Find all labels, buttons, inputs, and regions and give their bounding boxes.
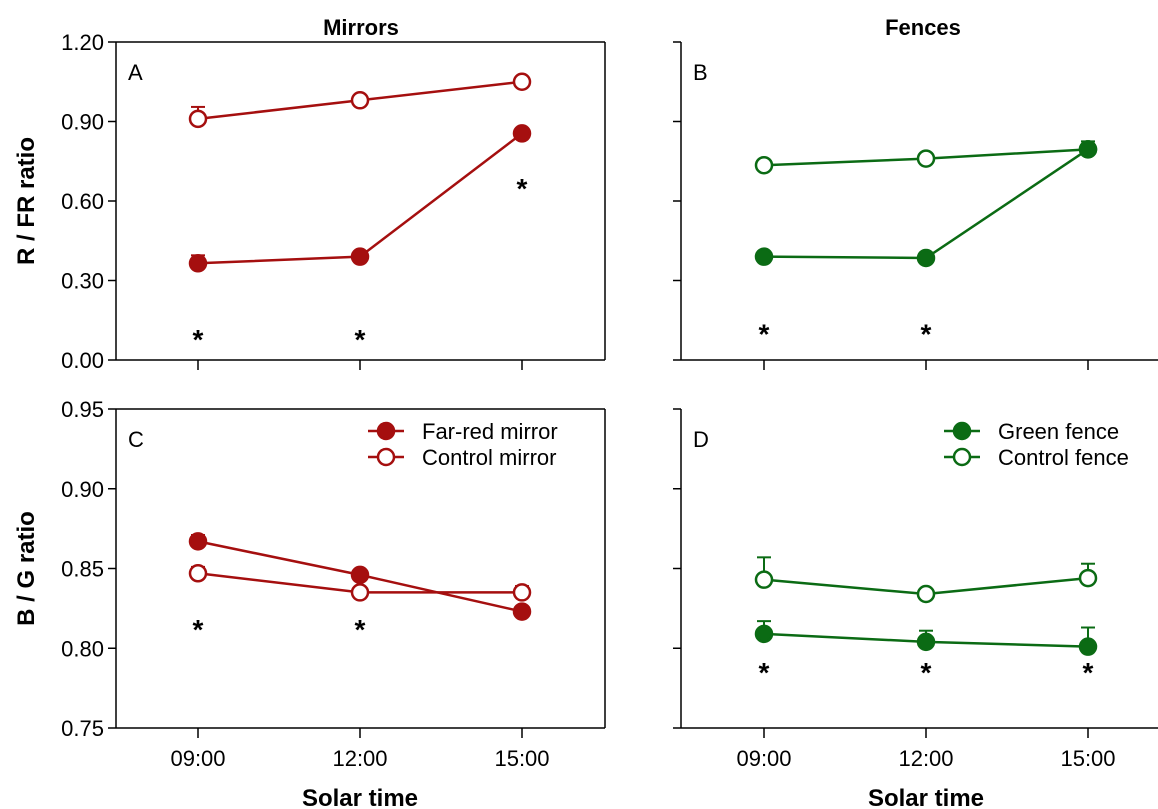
significance-asterisk: * (355, 324, 366, 355)
legend-label: Control fence (998, 445, 1129, 470)
data-point (916, 584, 936, 604)
y-tick-label: 0.85 (61, 557, 104, 582)
data-point (512, 583, 532, 602)
data-point (1078, 140, 1098, 159)
y-tick-label: 0.75 (61, 716, 104, 741)
data-point (916, 632, 936, 652)
data-point (188, 564, 208, 583)
x-axis-title: Solar time (302, 785, 418, 809)
legend-label: Control mirror (422, 445, 556, 470)
data-point (754, 155, 774, 175)
x-tick-label: 09:00 (170, 746, 225, 771)
significance-asterisk: * (355, 614, 366, 645)
panel-letter: D (693, 427, 709, 452)
series-control (188, 564, 532, 602)
data-point (350, 565, 370, 585)
data-point (350, 583, 370, 602)
data-point (512, 602, 532, 621)
data-point (916, 248, 936, 268)
x-tick-label: 15:00 (1060, 746, 1115, 771)
significance-asterisk: * (759, 657, 770, 688)
panel-c: 0.75 0.80 0.85 0.90 0.95 09:00 12:00 15:00 C B / … (13, 397, 606, 809)
data-point (350, 91, 370, 110)
column-title-fences: Fences (885, 15, 961, 40)
series-treatment (754, 620, 1098, 656)
panel-a: 0.00 0.30 0.60 0.90 1.20 A R / FR ratio * * * (13, 30, 606, 373)
data-point (916, 149, 936, 168)
significance-asterisk: * (921, 319, 932, 350)
panel-letter: C (128, 427, 144, 452)
legend-label: Far-red mirror (422, 419, 558, 444)
column-title-mirrors: Mirrors (323, 15, 399, 40)
significance-asterisk: * (921, 657, 932, 688)
y-tick-label: 0.90 (61, 477, 104, 502)
x-tick-label: 09:00 (736, 746, 791, 771)
x-tick-label: 15:00 (494, 746, 549, 771)
series-treatment (754, 140, 1098, 268)
y-tick-label: 0.80 (61, 636, 104, 661)
data-point (754, 570, 774, 589)
significance-asterisk: * (193, 614, 204, 645)
significance-asterisk: * (193, 324, 204, 355)
legend-marker (376, 421, 396, 441)
data-point (188, 254, 208, 273)
x-axis-title: Solar time (868, 785, 984, 809)
significance-asterisk: * (759, 319, 770, 350)
y-tick-label: 0.90 (61, 110, 104, 135)
x-tick-label: 12:00 (332, 746, 387, 771)
panel-letter: B (693, 60, 708, 85)
legend-marker (952, 447, 972, 467)
significance-asterisk: * (517, 173, 528, 204)
data-point (1078, 568, 1098, 588)
panel-b: B * * (673, 41, 1158, 370)
series-treatment (188, 532, 532, 621)
panel-d: 09:00 12:00 15:00 D Solar time * * * Green fence… (673, 408, 1158, 809)
y-tick-label: 0.00 (61, 348, 104, 373)
data-point (512, 72, 532, 91)
data-point (754, 247, 774, 266)
legend-marker (376, 447, 396, 467)
y-axis-title: B / G ratio (13, 511, 40, 626)
series-treatment (188, 124, 532, 273)
data-point (754, 624, 774, 644)
data-point (188, 109, 208, 129)
series-control (188, 72, 532, 129)
data-point (512, 124, 532, 143)
series-control (754, 556, 1098, 604)
legend-marker (952, 421, 972, 441)
y-tick-label: 1.20 (61, 30, 104, 55)
series-line (197, 132, 523, 265)
data-point (188, 532, 208, 551)
y-tick-label: 0.95 (61, 397, 104, 422)
panel-letter: A (128, 60, 143, 85)
x-tick-label: 12:00 (898, 746, 953, 771)
data-point (1078, 637, 1098, 656)
legend-label: Green fence (998, 419, 1119, 444)
significance-asterisk: * (1083, 657, 1094, 688)
y-tick-label: 0.30 (61, 269, 104, 294)
y-tick-label: 0.60 (61, 189, 104, 214)
series-control (754, 140, 1098, 175)
y-axis-title: R / FR ratio (13, 137, 40, 265)
data-point (350, 247, 370, 266)
